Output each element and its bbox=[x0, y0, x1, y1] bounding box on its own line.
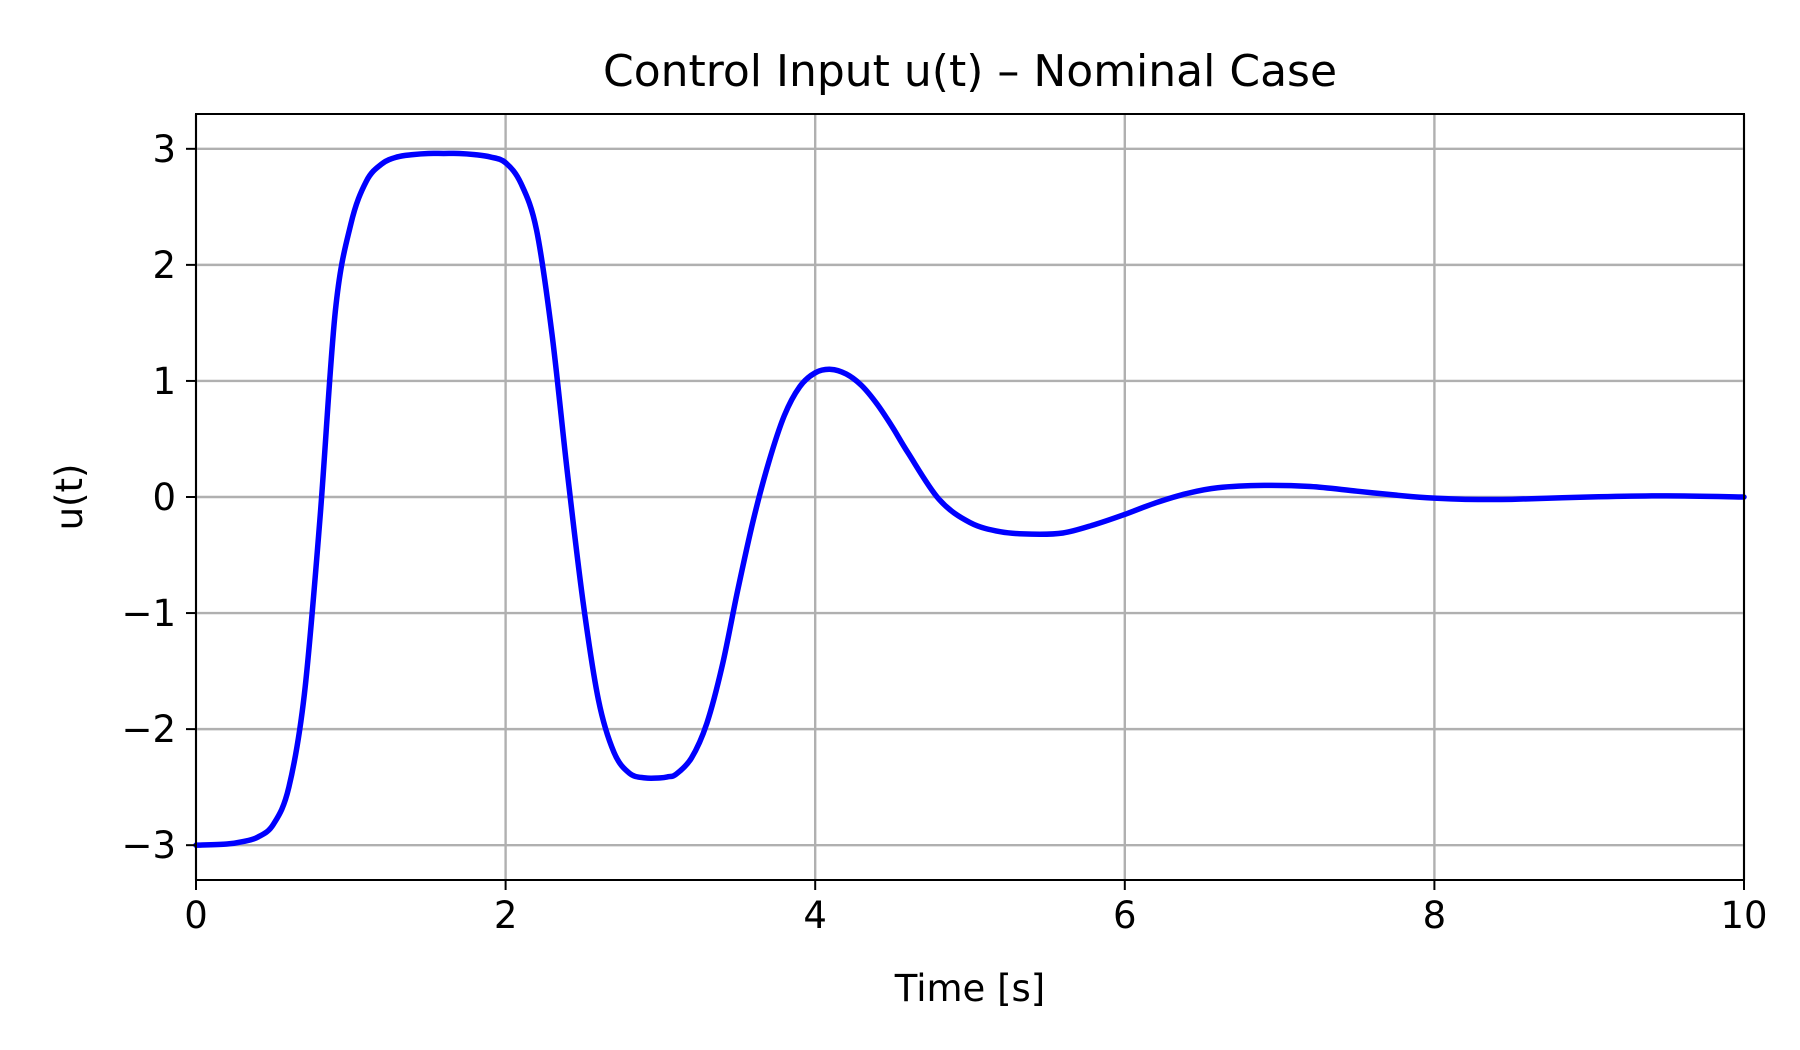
series-line bbox=[193, 150, 1747, 848]
chart-title: Control Input u(t) – Nominal Case bbox=[603, 46, 1337, 97]
x-tick-label: 10 bbox=[1720, 894, 1767, 937]
y-tick-label: 3 bbox=[152, 128, 176, 171]
y-tick-label: 2 bbox=[152, 244, 176, 287]
y-tick-label: −3 bbox=[121, 824, 176, 867]
x-axis-label: Time [s] bbox=[894, 967, 1045, 1010]
series-layer bbox=[193, 150, 1747, 848]
x-tick-label: 0 bbox=[184, 894, 208, 937]
y-tick-label: −2 bbox=[121, 708, 176, 751]
y-axis-label: u(t) bbox=[48, 464, 91, 531]
y-tick-label: 1 bbox=[152, 360, 176, 403]
y-tick-label: −1 bbox=[121, 592, 176, 635]
y-tick-label: 0 bbox=[152, 476, 176, 519]
x-tick-label: 6 bbox=[1113, 894, 1137, 937]
x-tick-label: 8 bbox=[1423, 894, 1447, 937]
tick-layer: 0 2 4 6 8 10 −3 −2 −1 0 1 2 3 bbox=[121, 128, 1767, 937]
x-tick-label: 4 bbox=[803, 894, 827, 937]
x-tick-label: 2 bbox=[494, 894, 518, 937]
